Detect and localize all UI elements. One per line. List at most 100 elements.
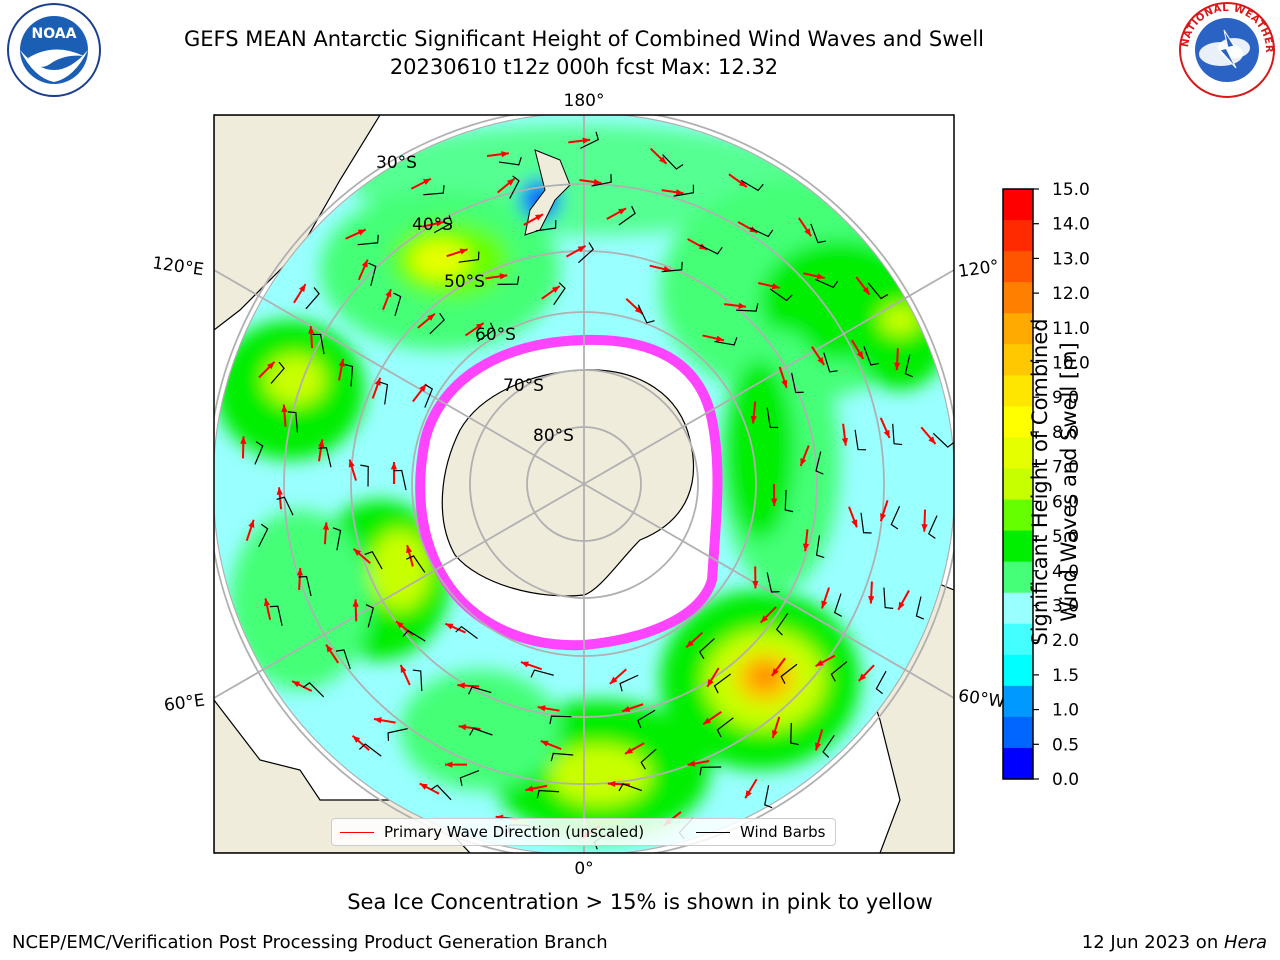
wind-barb [477,322,495,342]
wind-barb [258,523,269,547]
wind-barb [287,411,299,433]
wave-arrow-head [771,498,778,506]
lon-label-180: 180° [564,91,605,111]
colorbar-tick-label: 10.0 [1052,354,1090,374]
wave-arrow-head [707,678,714,687]
wind-barb [270,361,285,384]
wave-arrow-head [373,717,382,724]
wave-arrow-head [921,524,928,532]
wave-arrow-head [868,596,875,604]
wave-arrow-head [816,273,825,280]
colorbar-tick-label: 15.0 [1052,180,1090,200]
legend-wind-line [696,832,730,833]
wave-arrow-head [928,436,936,445]
legend-wave-line [340,832,374,833]
colorbar-tick-label: 13.0 [1052,249,1090,269]
wave-arrow-head [781,379,788,388]
wind-barb [619,674,639,692]
wind-barb [360,464,369,487]
wind-barb [860,512,872,534]
wind-barb [549,715,572,725]
wind-barb [393,292,402,316]
wind-barb [815,535,825,559]
wave-arrow-head [338,358,345,367]
wind-barb [769,288,793,302]
wind-barb [430,784,452,801]
wind-barb [424,384,434,408]
lat-label-30s: 30°S [376,153,417,173]
wave-arrow-head [658,156,667,164]
wave-arrow-head [858,673,867,681]
footer-date-text: 12 Jun 2023 on [1081,932,1224,953]
wave-arrow-head [520,661,529,668]
wave-arrow-head [281,404,288,413]
lon-label-0: 0° [574,859,593,879]
wind-barb [764,785,773,809]
map-frame [213,114,955,854]
wind-barb [854,429,867,451]
wind-barb [344,363,354,387]
wind-barb [406,555,426,573]
wave-arrow-head [459,248,468,255]
wind-barb [364,551,383,570]
wind-barb [780,663,798,684]
lon-label-60e: 60°E [163,690,206,715]
wave-arrow-head [802,543,810,552]
wave-arrow-head [458,724,467,731]
wave-arrow-head [634,306,643,314]
wind-barb [618,205,636,226]
colorbar-segment [1003,189,1033,221]
wave-arrow-head [240,436,247,444]
wave-arrow-head [390,462,398,470]
wave-arrow-head [296,568,304,576]
wind-barb [830,661,848,682]
wave-arrow-head [703,717,712,725]
wind-barb [498,156,522,166]
wind-barb [766,572,780,593]
wave-arrow-head [618,208,627,215]
lon-label-120w: 120° [957,256,1000,282]
wave-arrow-head [815,742,822,751]
wave-arrow-head [427,313,435,321]
wave-arrow-head [738,302,746,309]
map-title: GEFS MEAN Antarctic Significant Height o… [183,27,985,51]
wave-arrow-head [352,599,359,607]
wind-barb [883,587,894,610]
colorbar-tick-label: 6.0 [1052,492,1079,512]
colorbar-segment [1003,220,1033,252]
wind-barb [393,469,407,491]
wind-barb [429,312,445,335]
wind-barb [713,673,731,694]
wind-barb [699,766,722,776]
wind-barb [661,261,683,273]
wind-barb [749,227,774,238]
wind-barb [698,638,715,660]
lon-label-60w: 60°W [957,686,1006,712]
wind-barb [318,447,332,468]
wind-barb [368,262,377,286]
wind-barb [637,709,656,729]
wind-barb [892,423,903,446]
wind-barb [833,593,842,617]
colorbar-segment [1003,716,1033,749]
wind-barb [509,175,520,199]
wind-barb [766,407,779,429]
lat-label-70s: 70°S [503,376,544,396]
colorbar-tick-label: 12.0 [1052,284,1090,304]
wind-barb [867,282,889,300]
wave-arrow-head [862,286,870,295]
wave-direction-arrows [240,137,937,840]
wind-barb [863,345,879,366]
wave-arrow-head [457,682,465,689]
wind-barb [714,337,738,346]
wind-barb [402,629,426,642]
colorbar-segment [1003,499,1033,532]
wave-arrow-head [577,245,586,253]
wind-barb [358,743,382,757]
wind-barb [530,669,554,678]
wave-arrow-head [361,259,368,268]
wind-barb [815,451,824,475]
wave-arrow-head [276,487,283,495]
wave-arrow-head [444,761,453,768]
